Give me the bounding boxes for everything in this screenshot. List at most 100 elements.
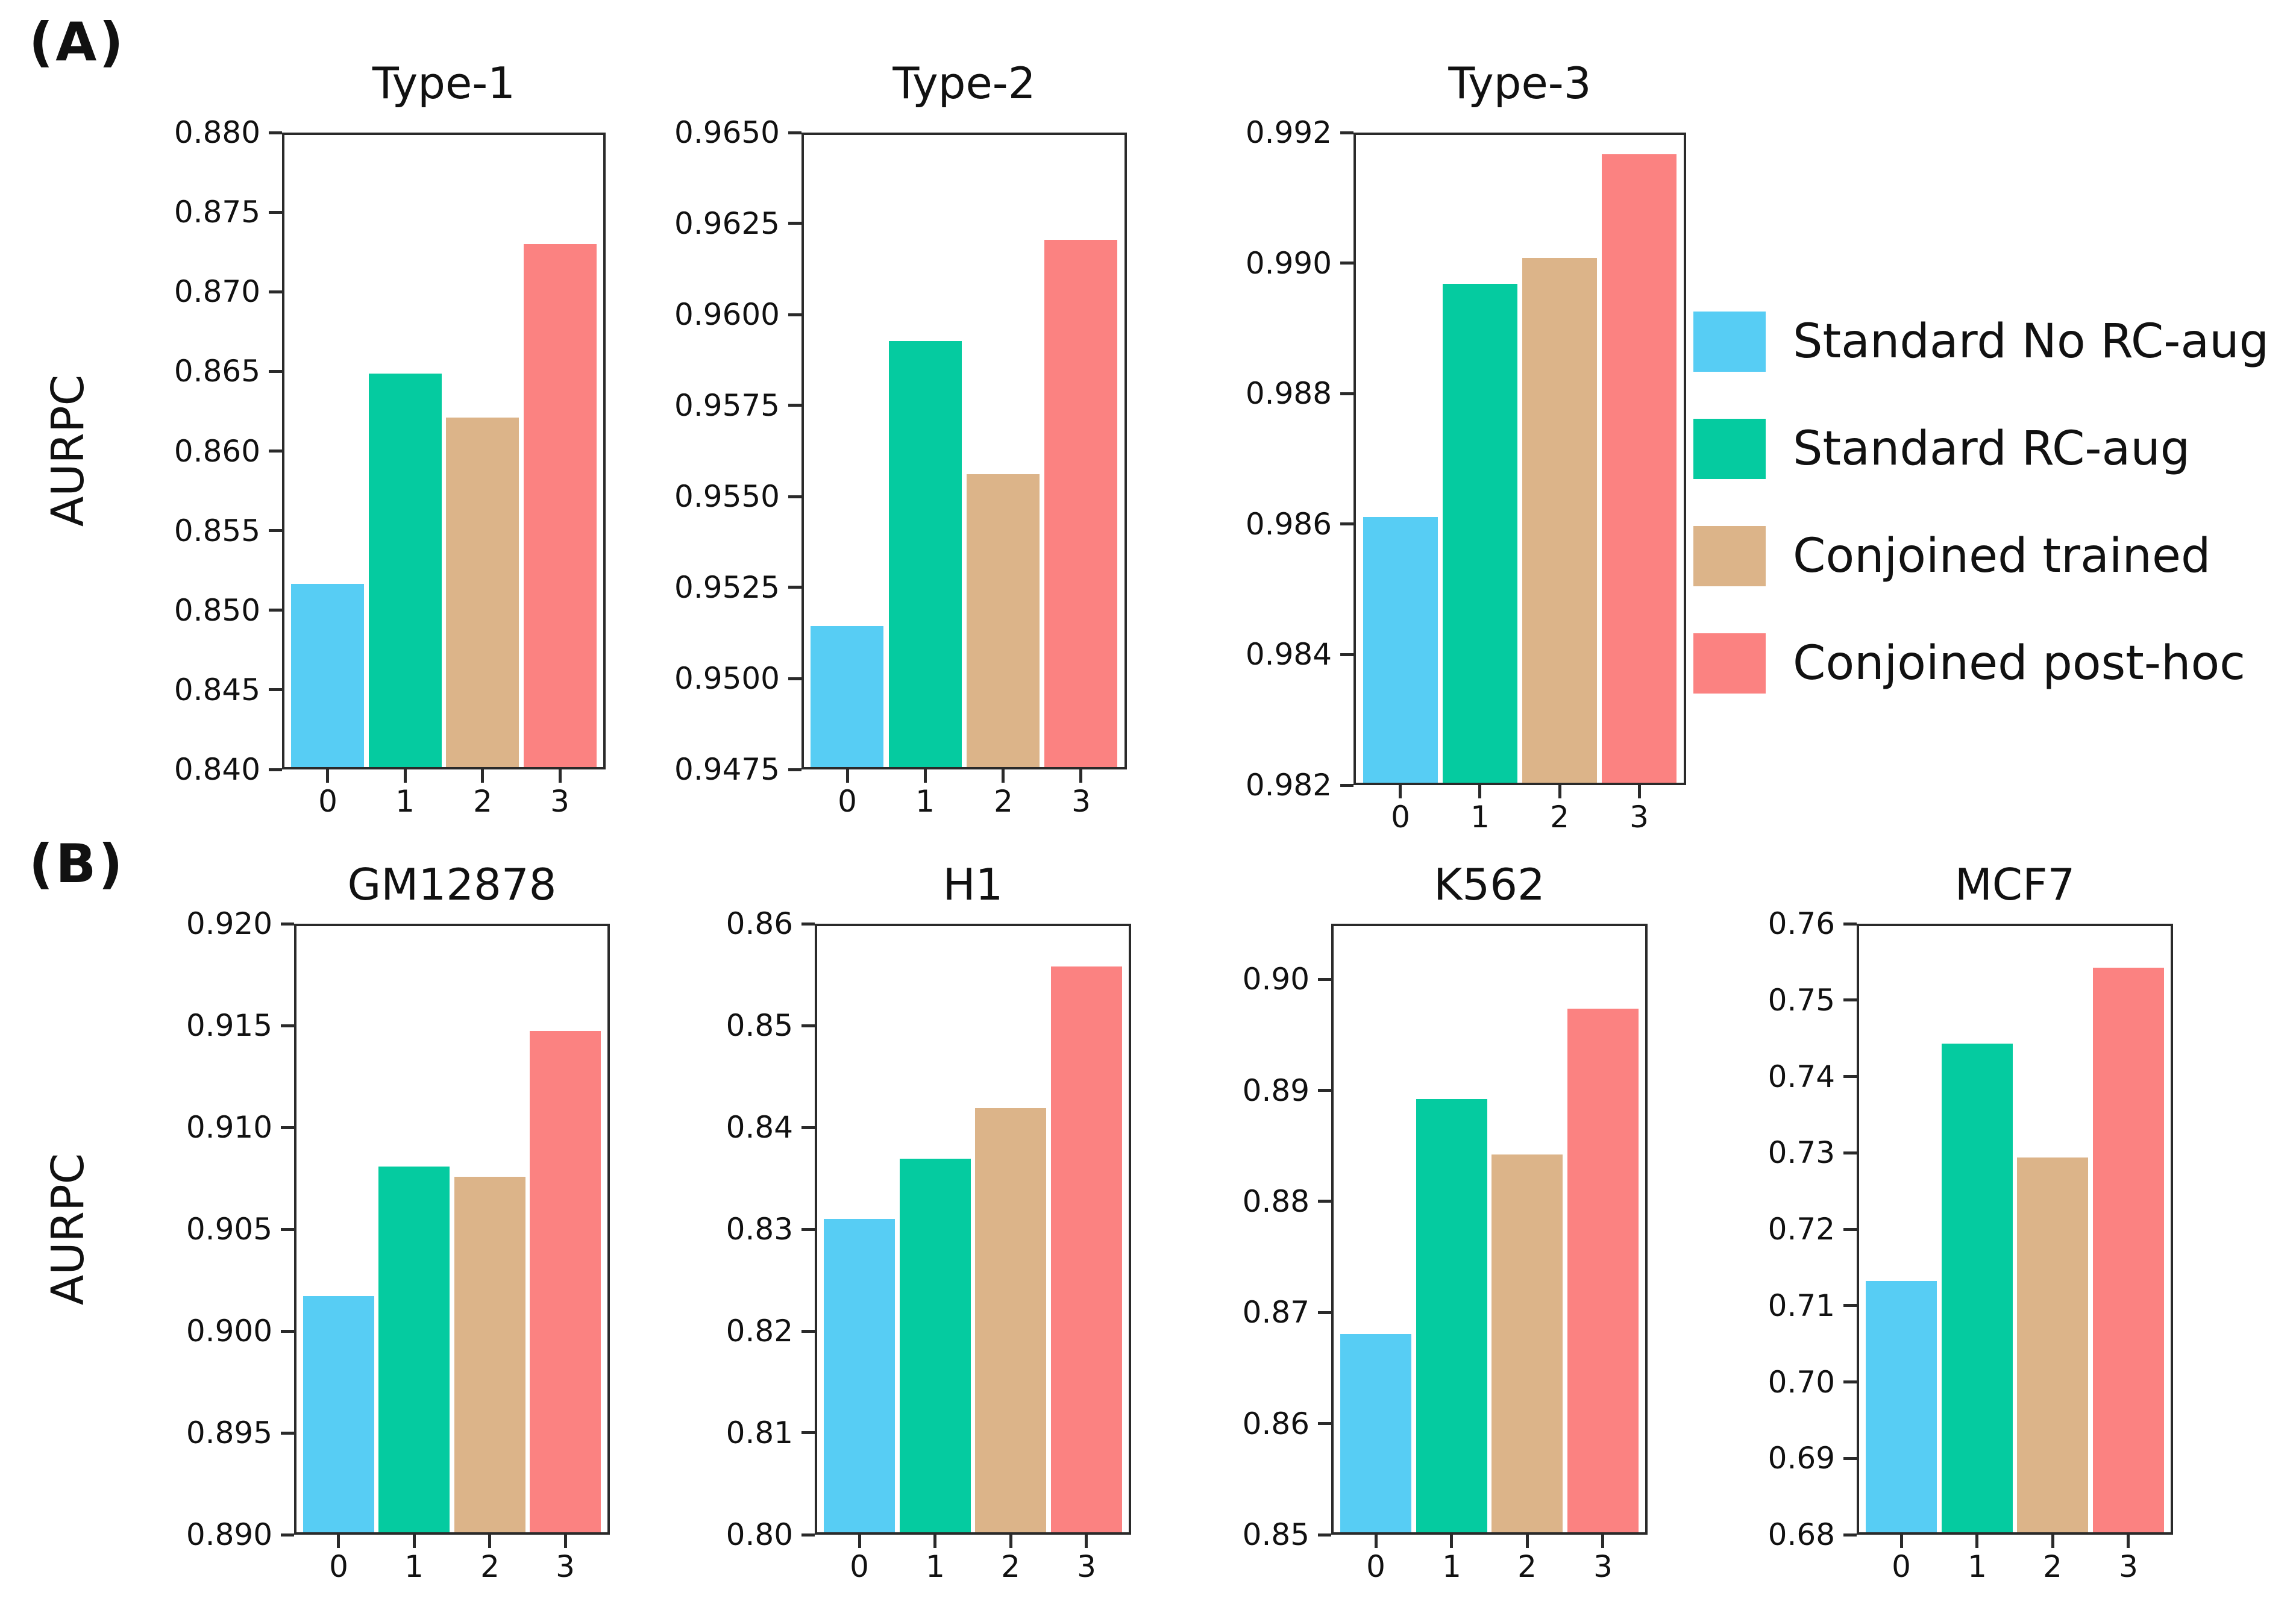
x-tick-label: 2 — [473, 784, 492, 819]
y-tick-label: 0.82 — [726, 1314, 793, 1349]
y-tick-mark — [269, 131, 282, 134]
legend-label-conjoined-post-hoc: Conjoined post-hoc — [1793, 636, 2246, 691]
y-tick-label: 0.90 — [1242, 962, 1310, 997]
y-tick-mark — [788, 131, 801, 134]
bar-conjoined-post-hoc — [1567, 1009, 1639, 1532]
x-tick-label: 2 — [1517, 1549, 1537, 1584]
bar-conjoined-trained — [967, 474, 1040, 767]
x-tick-mark — [1975, 1535, 1978, 1548]
y-tick-mark — [1340, 262, 1353, 265]
y-tick-mark — [269, 450, 282, 453]
x-tick-mark — [924, 769, 927, 783]
x-tick-label: 0 — [1892, 1549, 1911, 1584]
y-tick-label: 0.9625 — [674, 206, 780, 241]
y-tick-label: 0.69 — [1767, 1441, 1835, 1476]
x-tick-mark — [1526, 1535, 1529, 1548]
y-tick-label: 0.83 — [726, 1212, 793, 1247]
y-tick-mark — [1340, 131, 1353, 134]
bar-standard-rc-aug — [900, 1159, 971, 1532]
y-tick-mark — [269, 529, 282, 532]
x-tick-label: 3 — [1077, 1549, 1096, 1584]
y-tick-mark — [1843, 1228, 1857, 1231]
y-tick-label: 0.986 — [1245, 507, 1332, 542]
bar-standard-rc-aug — [1443, 284, 1517, 783]
x-tick-label: 1 — [395, 784, 415, 819]
x-tick-mark — [337, 1535, 340, 1548]
y-tick-label: 0.75 — [1767, 983, 1835, 1018]
x-tick-label: 1 — [404, 1549, 424, 1584]
subplot-title: GM12878 — [347, 859, 557, 910]
x-tick-label: 2 — [2043, 1549, 2062, 1584]
y-tick-mark — [269, 290, 282, 293]
y-tick-mark — [801, 1431, 815, 1434]
y-tick-label: 0.910 — [186, 1110, 272, 1145]
bar-standard-no-rc-aug — [811, 626, 883, 767]
bar-standard-rc-aug — [1942, 1044, 2013, 1532]
subplot-title: K562 — [1434, 859, 1545, 910]
y-tick-label: 0.9550 — [674, 479, 780, 514]
y-tick-mark — [1318, 1089, 1331, 1092]
y-tick-label: 0.988 — [1245, 376, 1332, 411]
y-tick-mark — [801, 1330, 815, 1333]
y-tick-mark — [788, 222, 801, 225]
x-tick-label: 1 — [1968, 1549, 1987, 1584]
y-tick-label: 0.920 — [186, 906, 272, 941]
x-tick-label: 0 — [1391, 800, 1410, 835]
x-tick-mark — [1900, 1535, 1903, 1548]
x-tick-label: 1 — [1442, 1549, 1461, 1584]
y-tick-mark — [1318, 978, 1331, 981]
bar-conjoined-post-hoc — [2093, 968, 2164, 1532]
x-tick-mark — [933, 1535, 936, 1548]
bar-standard-no-rc-aug — [824, 1219, 895, 1532]
x-tick-mark — [1009, 1535, 1012, 1548]
y-tick-label: 0.860 — [174, 434, 260, 469]
y-tick-label: 0.9650 — [674, 115, 780, 150]
y-tick-mark — [1843, 1380, 1857, 1383]
x-tick-mark — [413, 1535, 416, 1548]
bar-conjoined-trained — [1522, 258, 1597, 783]
subplot-title: H1 — [943, 859, 1003, 910]
subplot-title: Type-2 — [892, 58, 1036, 108]
x-tick-label: 0 — [318, 784, 337, 819]
x-tick-label: 3 — [556, 1549, 575, 1584]
x-tick-mark — [326, 769, 329, 783]
y-tick-mark — [269, 370, 282, 373]
x-tick-mark — [1085, 1535, 1088, 1548]
bar-conjoined-post-hoc — [530, 1031, 601, 1532]
y-tick-mark — [1318, 1422, 1331, 1425]
subplot-title: MCF7 — [1954, 859, 2075, 910]
bar-standard-rc-aug — [369, 374, 442, 767]
y-tick-label: 0.85 — [726, 1008, 793, 1043]
x-tick-mark — [488, 1535, 491, 1548]
y-tick-mark — [269, 609, 282, 612]
y-tick-mark — [1843, 1151, 1857, 1154]
bar-standard-no-rc-aug — [1363, 517, 1438, 783]
y-tick-mark — [788, 586, 801, 589]
x-tick-mark — [1450, 1535, 1453, 1548]
y-tick-label: 0.72 — [1767, 1212, 1835, 1247]
subplot-title: Type-1 — [372, 58, 516, 108]
y-tick-label: 0.905 — [186, 1212, 272, 1247]
y-tick-mark — [788, 404, 801, 407]
x-tick-mark — [1399, 785, 1402, 798]
y-tick-label: 0.9475 — [674, 752, 780, 787]
bar-standard-no-rc-aug — [1340, 1334, 1411, 1532]
bar-conjoined-trained — [446, 418, 519, 767]
legend-swatch-standard-no-rc-aug — [1693, 312, 1766, 372]
panel-label-b: (B) — [29, 833, 125, 895]
x-tick-label: 2 — [1550, 800, 1569, 835]
y-tick-label: 0.895 — [186, 1415, 272, 1450]
x-tick-mark — [1601, 1535, 1604, 1548]
x-tick-label: 1 — [926, 1549, 945, 1584]
y-tick-mark — [1318, 1200, 1331, 1203]
x-tick-mark — [481, 769, 484, 783]
y-tick-label: 0.74 — [1767, 1059, 1835, 1094]
y-tick-mark — [1843, 1304, 1857, 1307]
legend-swatch-conjoined-post-hoc — [1693, 633, 1766, 694]
y-tick-mark — [269, 211, 282, 214]
y-tick-mark — [281, 1533, 294, 1537]
legend-label-standard-no-rc-aug: Standard No RC-aug — [1793, 315, 2269, 369]
x-tick-label: 3 — [550, 784, 569, 819]
y-tick-label: 0.855 — [174, 513, 260, 548]
